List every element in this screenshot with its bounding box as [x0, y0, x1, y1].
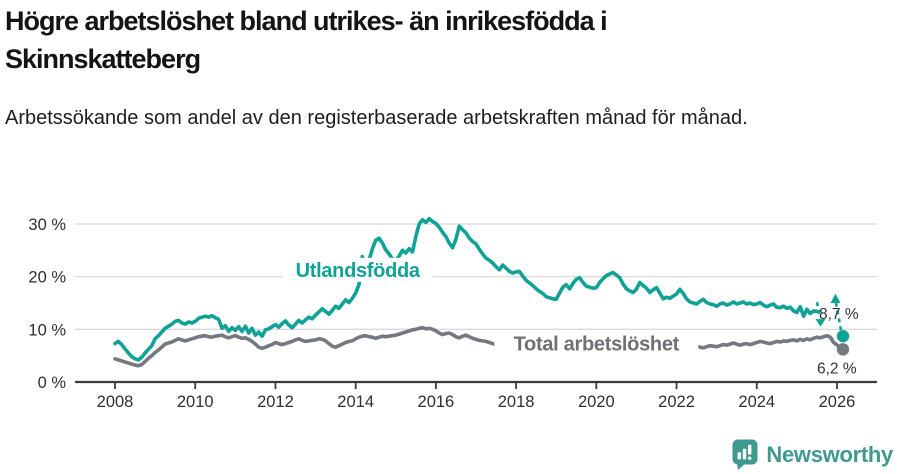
x-tick-label: 2016: [418, 393, 455, 411]
latest-value-label: 6,2 %: [817, 360, 857, 377]
y-tick-label: 20 %: [28, 269, 66, 287]
latest-annotation-total-arbetsl-shet: 6,2 %: [817, 343, 857, 377]
x-tick-label: 2018: [498, 393, 535, 411]
arrow-up-icon: [830, 293, 841, 304]
chart-subtitle: Arbetssökande som andel av den registerb…: [5, 107, 748, 129]
y-tick-label: 0 %: [38, 374, 67, 392]
series-line-utlandsf-dda: [113, 216, 819, 362]
x-tick-label: 2012: [257, 393, 294, 411]
x-tick-label: 2026: [819, 393, 856, 411]
series-label-text: Utlandsfödda: [296, 260, 421, 282]
x-tick-label: 2008: [97, 393, 134, 411]
latest-annotation-utlandsf-dda: 8,7 %: [815, 293, 859, 343]
y-axis-labels: 0 % 10 % 20 % 30 %: [28, 216, 66, 392]
newsworthy-icon: [732, 439, 758, 470]
series-label-text: Total arbetslöshet: [514, 334, 680, 356]
gridlines: [75, 223, 877, 330]
x-tick-label: 2010: [177, 393, 214, 411]
y-tick-label: 10 %: [28, 321, 66, 339]
latest-value-label: 8,7 %: [819, 306, 859, 323]
x-tick-label: 2022: [658, 393, 695, 411]
newsworthy-logo[interactable]: Newsworthy: [732, 439, 893, 470]
x-tick-label: 2014: [337, 393, 374, 411]
x-tick-label: 2020: [578, 393, 615, 411]
series-line-total-arbetsl-shet: [113, 325, 845, 368]
x-axis: 2008 2010 2012 2014 2016 2018 2020 2022 2024 2026: [75, 380, 877, 411]
series-label-total-arbetsl-shet: Total arbetslöshet: [494, 330, 699, 357]
y-tick-label: 30 %: [28, 216, 66, 234]
latest-value-dot: [836, 343, 850, 356]
newsworthy-wordmark: Newsworthy: [766, 441, 893, 467]
series-label-mask: [282, 257, 433, 282]
x-tick-label: 2024: [738, 393, 775, 411]
latest-value-dot: [836, 329, 850, 343]
series-label-mask: [494, 330, 699, 357]
series-label-utlandsf-dda: Utlandsfödda: [282, 257, 433, 282]
chart-title: Högre arbetslöshet bland utrikes- än inr…: [5, 6, 608, 74]
arrow-down-icon: [815, 319, 826, 327]
trend-dash-down: [815, 301, 822, 319]
